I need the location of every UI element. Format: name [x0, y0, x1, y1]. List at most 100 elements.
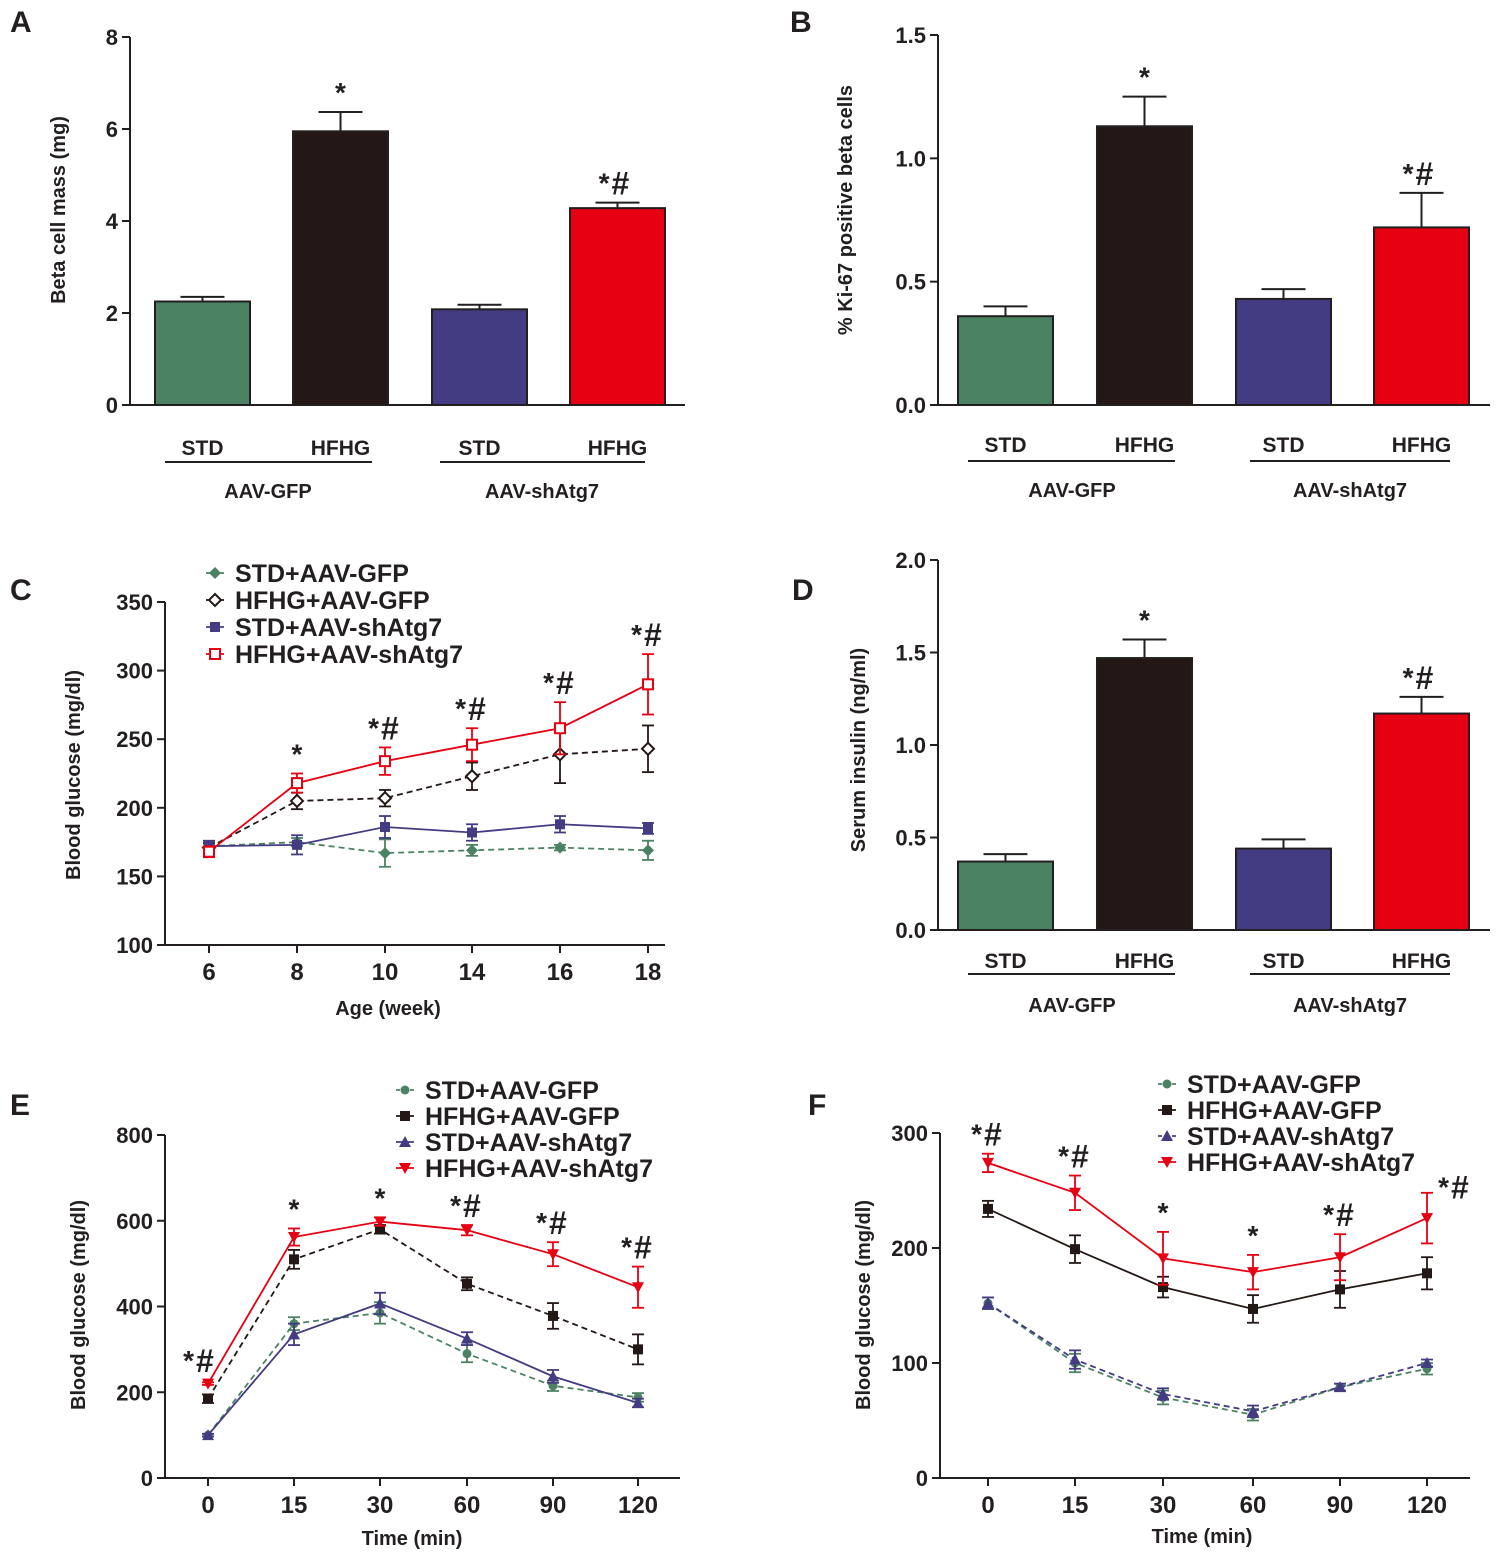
legend-label: STD+AAV-GFP	[425, 1077, 599, 1105]
y-axis-B	[930, 34, 939, 406]
legend-entry: HFHG+AAV-shAtg7	[206, 641, 463, 669]
data-point	[1334, 1252, 1346, 1264]
significance-star: *	[450, 1190, 461, 1221]
y-tick-label: 100	[116, 933, 153, 958]
significance-hash: #	[556, 665, 574, 701]
significance-hash: #	[463, 1188, 481, 1224]
legend-label: STD+AAV-GFP	[235, 560, 409, 588]
significance-star: *	[455, 693, 466, 724]
data-point	[547, 1370, 559, 1382]
significance-hash: #	[196, 1343, 214, 1379]
significance-star: *	[543, 667, 554, 698]
y-axis-C	[157, 601, 166, 946]
data-point	[548, 1310, 558, 1321]
x-tick-label: 10	[372, 959, 399, 986]
data-point	[466, 844, 478, 857]
significance-hash: #	[612, 166, 630, 202]
significance-star: *	[1139, 605, 1150, 636]
series-std-aav-gfp	[202, 1301, 644, 1440]
panel-f-letter: F	[808, 1089, 826, 1122]
series-hfhg-aav-shatg7	[202, 1216, 644, 1390]
y-axis-A	[122, 36, 131, 406]
y-tick-label: 350	[116, 590, 153, 615]
significance-star: *	[1403, 662, 1414, 693]
data-point	[202, 1429, 214, 1441]
y-tick-label: 0.5	[895, 826, 926, 851]
data-point	[554, 722, 566, 735]
series-std-aav-gfp	[203, 836, 654, 868]
significance-star: *	[1403, 158, 1414, 189]
significance-hash: #	[634, 1230, 652, 1266]
significance-star: *	[1158, 1197, 1169, 1228]
y-tick-label: 100	[891, 1351, 928, 1376]
x-tick-label: 18	[635, 959, 662, 986]
legend-marker	[1162, 1105, 1172, 1115]
legend-entry: STD+AAV-shAtg7	[206, 614, 442, 642]
significance-hash: #	[1451, 1169, 1469, 1205]
data-point	[464, 768, 480, 784]
data-point	[461, 1225, 473, 1237]
series-hfhg-aav-gfp	[202, 1224, 644, 1404]
legend-marker	[399, 1136, 411, 1147]
x-tick-label: 30	[1150, 1492, 1177, 1519]
significance-star: *	[631, 619, 642, 650]
x-axis-E	[165, 1477, 680, 1486]
y-axis-title: Beta cell mass (mg)	[48, 116, 70, 304]
legend-label: HFHG+AAV-GFP	[425, 1103, 620, 1131]
significance-star: *	[292, 739, 303, 770]
x-axis-title: Time (min)	[1152, 1526, 1253, 1548]
y-tick-label: 0.5	[895, 270, 926, 295]
significance-star: *	[335, 77, 346, 108]
y-tick-label: 250	[116, 727, 153, 752]
significance-hash: #	[984, 1117, 1002, 1153]
x-axis-F	[940, 1477, 1470, 1486]
y-tick-label: 1.0	[895, 733, 926, 758]
panel-e-gtt: E 0 200 400 600 800 Blood glucose (mg/dl) 0 15 3…	[10, 1077, 680, 1550]
data-point	[379, 755, 391, 768]
data-point	[1248, 1303, 1258, 1314]
y-axis-E	[157, 1134, 166, 1479]
legend-marker	[210, 622, 220, 632]
y-tick-label: 0.0	[895, 918, 926, 943]
data-point	[983, 1203, 993, 1214]
series-line	[208, 747, 649, 849]
legend-marker	[1162, 1079, 1172, 1089]
category-label: HFHG	[1392, 950, 1452, 973]
significance-hash: #	[468, 691, 486, 727]
y-tick-label: 300	[116, 659, 153, 684]
legend-label: STD+AAV-shAtg7	[235, 614, 442, 642]
legend-marker	[209, 648, 221, 660]
significance-hash: #	[1416, 660, 1434, 696]
significance-star: *	[1438, 1171, 1449, 1202]
y-tick-label: 1.5	[895, 23, 926, 48]
category-label: HFHG	[588, 437, 648, 460]
data-point	[466, 738, 478, 751]
y-tick-label: 200	[116, 796, 153, 821]
legend-entry: HFHG+AAV-GFP	[396, 1103, 620, 1131]
series-line	[987, 1162, 1428, 1274]
data-point	[1247, 1405, 1259, 1417]
series-line	[207, 1312, 639, 1436]
bar	[1096, 125, 1193, 407]
category-label: STD	[459, 437, 501, 460]
data-point	[643, 823, 653, 834]
group-label: AAV-GFP	[1028, 995, 1115, 1017]
category-label: HFHG	[1392, 434, 1452, 457]
series-line	[207, 1220, 639, 1385]
x-tick-label: 16	[547, 959, 574, 986]
data-point	[1070, 1244, 1080, 1255]
y-tick-label: 300	[891, 1121, 928, 1146]
y-tick-label: 1.0	[895, 146, 926, 171]
y-axis-F	[932, 1132, 941, 1479]
data-point	[379, 847, 391, 860]
category-label: HFHG	[311, 437, 371, 460]
data-point	[202, 1378, 214, 1390]
legend-entry: STD+AAV-GFP	[1158, 1071, 1361, 1099]
y-tick-label: 150	[116, 864, 153, 889]
y-axis-title: Blood glucose (mg/dl)	[68, 1200, 90, 1410]
legend-label: HFHG+AAV-shAtg7	[425, 1155, 653, 1183]
data-point	[1157, 1253, 1169, 1265]
data-point	[640, 741, 656, 757]
data-point	[632, 1396, 644, 1408]
